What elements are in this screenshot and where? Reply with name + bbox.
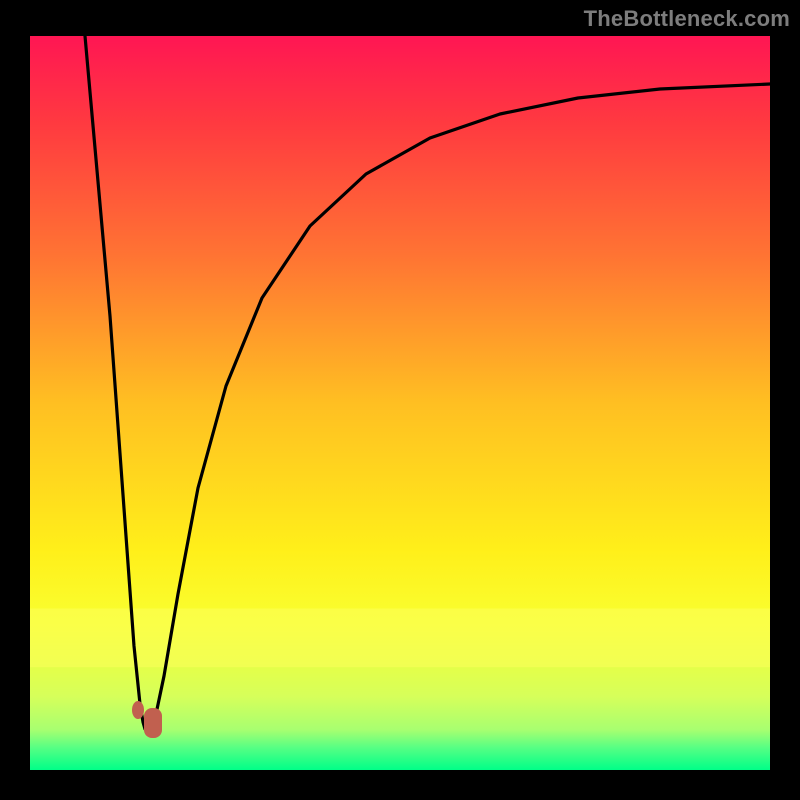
plot-area [30, 36, 770, 770]
highlight-band [30, 609, 770, 668]
chart-frame: { "watermark": { "text": "TheBottleneck.… [0, 0, 800, 800]
watermark-text: TheBottleneck.com [584, 6, 790, 32]
plot-svg [30, 36, 770, 770]
